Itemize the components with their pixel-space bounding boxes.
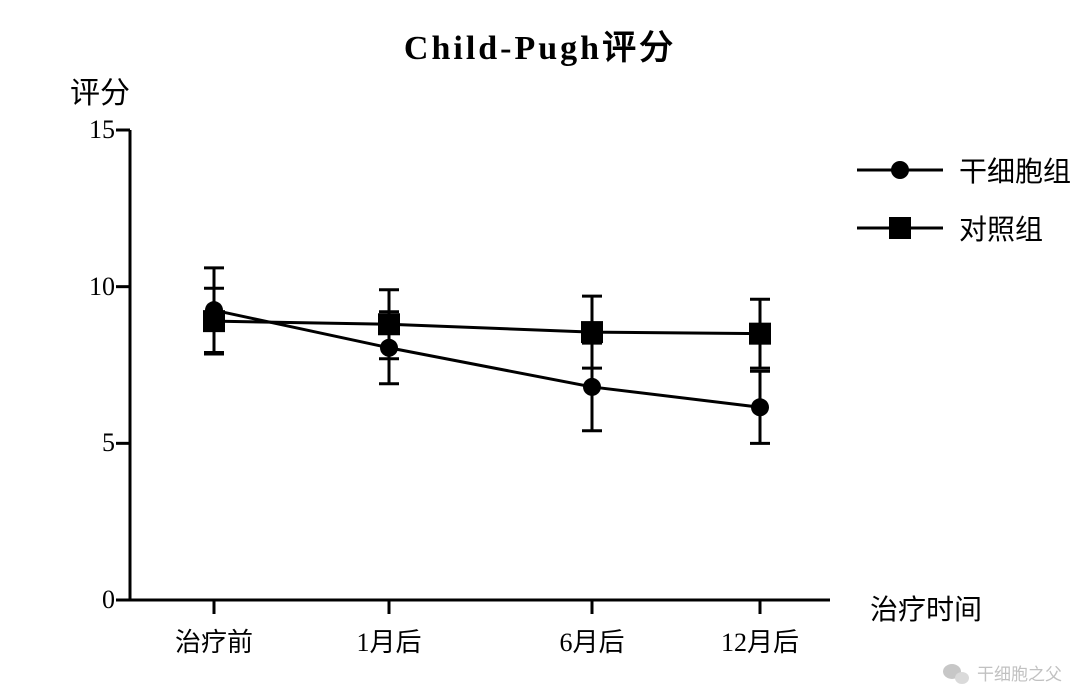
watermark-text: 干细胞之父 — [977, 660, 1062, 685]
chart-container: Child-Pugh评分 评分 0 5 10 15 治疗前 1月后 6月后 12… — [0, 0, 1080, 699]
watermark: 干细胞之父 — [943, 660, 1062, 685]
plot-area — [0, 0, 1080, 699]
wechat-icon — [943, 662, 969, 684]
